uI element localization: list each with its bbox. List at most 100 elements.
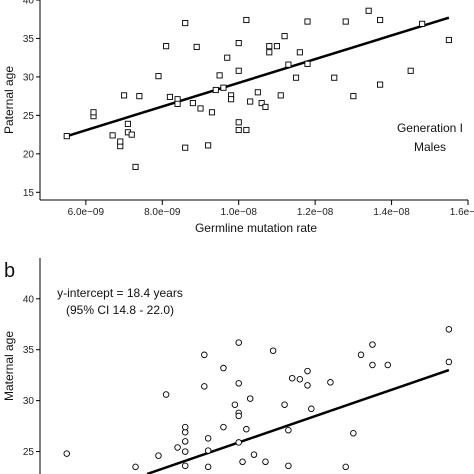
data-point xyxy=(273,43,280,50)
data-point xyxy=(285,61,292,68)
data-point xyxy=(331,74,338,81)
data-point xyxy=(235,339,242,346)
data-point xyxy=(235,380,242,387)
data-point xyxy=(132,163,139,170)
data-point xyxy=(181,423,189,431)
data-point xyxy=(121,92,128,99)
data-point xyxy=(247,98,254,105)
data-point xyxy=(407,67,414,74)
data-point xyxy=(132,463,139,471)
y-tick-label: 35 xyxy=(23,345,35,356)
x-tick-label: 1.4e−08 xyxy=(373,207,410,218)
data-point xyxy=(243,16,250,24)
x-axis-label: Germline mutation rate xyxy=(195,221,317,235)
x-tick-label: 1.2e−08 xyxy=(297,207,334,218)
data-point xyxy=(155,73,162,80)
data-point xyxy=(350,93,357,100)
data-point xyxy=(285,462,292,470)
y-tick-label: 20 xyxy=(23,149,35,160)
data-point xyxy=(445,36,452,44)
data-point xyxy=(181,462,189,470)
data-point xyxy=(365,7,372,14)
y-tick-label: 30 xyxy=(23,396,35,407)
data-point xyxy=(269,347,277,354)
data-point xyxy=(296,49,303,56)
annotation-line: Males xyxy=(414,140,446,154)
data-point xyxy=(124,120,131,127)
data-point xyxy=(235,67,242,74)
data-point xyxy=(262,103,269,110)
data-point xyxy=(350,429,357,437)
data-point xyxy=(117,138,124,145)
x-tick-label: 8.0e−09 xyxy=(144,207,181,218)
data-point xyxy=(162,391,170,398)
data-point xyxy=(189,100,196,107)
data-point xyxy=(166,93,173,100)
data-point xyxy=(342,18,349,25)
data-point xyxy=(288,374,296,382)
x-tick-label: 6.0e−09 xyxy=(68,207,105,218)
data-point xyxy=(243,126,250,134)
data-point xyxy=(369,361,376,369)
data-point xyxy=(235,40,242,47)
data-point xyxy=(204,463,212,471)
y-tick-label: 30 xyxy=(23,72,35,83)
y-tick-label: 35 xyxy=(23,34,35,45)
data-point xyxy=(384,361,392,369)
data-point xyxy=(308,405,315,413)
data-point xyxy=(235,439,242,446)
data-point xyxy=(181,438,189,445)
data-point xyxy=(250,451,258,458)
data-point xyxy=(266,43,273,50)
data-point xyxy=(193,43,200,50)
data-point xyxy=(304,382,311,389)
data-point xyxy=(201,351,208,359)
data-point xyxy=(277,92,284,99)
data-point xyxy=(281,401,288,408)
data-point xyxy=(197,105,204,112)
data-point xyxy=(216,72,223,79)
data-point xyxy=(258,100,265,107)
data-point xyxy=(128,131,135,138)
data-point xyxy=(163,43,170,50)
data-point xyxy=(63,450,71,457)
data-point xyxy=(224,54,231,61)
data-point xyxy=(266,49,273,56)
annotation-line: Generation I xyxy=(397,121,463,135)
data-point xyxy=(204,435,212,442)
data-point xyxy=(243,425,250,433)
data-point xyxy=(174,444,181,451)
data-point xyxy=(285,426,292,434)
data-point xyxy=(228,96,235,103)
panel-b-maternal: 25 30 35 40 Maternal age b y-intercept = 18.4 … xyxy=(2,258,453,474)
annotation-line: y-intercept = 18.4 years xyxy=(57,286,183,300)
data-point xyxy=(419,20,426,27)
panel-a-paternal: 15 20 25 30 35 40 6.0e−09 8.0e−09 1.0e−08 1.2e−08… xyxy=(2,0,474,235)
y-tick-label: 40 xyxy=(23,0,35,7)
data-point xyxy=(220,423,227,431)
data-point xyxy=(304,60,311,67)
data-point xyxy=(246,395,254,402)
data-point xyxy=(262,458,269,466)
data-point xyxy=(208,109,216,116)
y-tick-label: 40 xyxy=(23,294,35,305)
x-tick-label: 1.6e−08 xyxy=(450,207,474,218)
data-point xyxy=(231,401,239,408)
data-point xyxy=(136,93,143,100)
data-point xyxy=(204,447,212,454)
panel-label: b xyxy=(4,260,15,282)
data-point xyxy=(445,358,453,366)
data-point xyxy=(212,86,219,94)
y-tick-label: 25 xyxy=(23,111,35,122)
regression-line xyxy=(66,16,450,138)
y-tick-label: 15 xyxy=(23,188,35,199)
data-point xyxy=(357,351,365,359)
data-point xyxy=(304,18,311,25)
data-point xyxy=(342,463,349,471)
data-point xyxy=(296,375,304,383)
y-tick-label: 25 xyxy=(23,447,35,458)
data-point xyxy=(182,144,189,151)
data-point xyxy=(377,81,384,88)
y-axis-label: Paternal age xyxy=(2,66,16,134)
